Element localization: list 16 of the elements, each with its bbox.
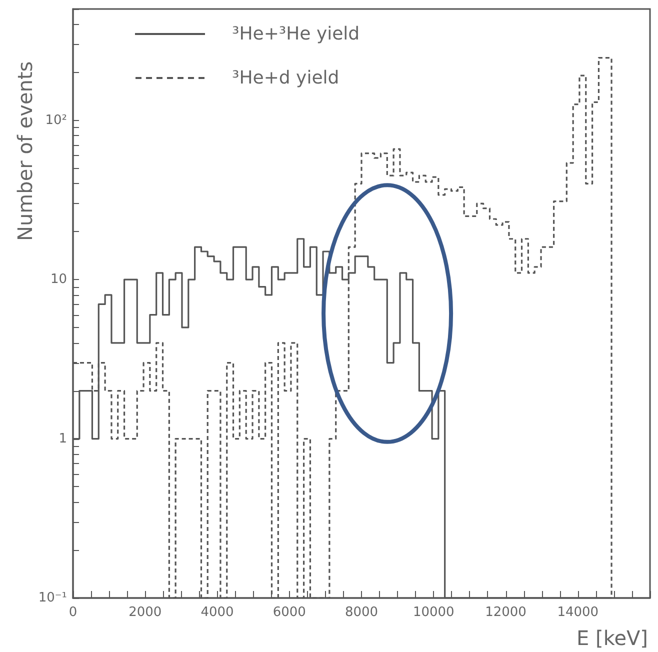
x-tick-label: 12000 [485,605,526,620]
x-tick-label: 4000 [200,605,234,620]
legend-label: ³He+³He yield [232,24,360,44]
y-tick-label: 10² [45,112,67,128]
x-tick-label: 6000 [272,605,306,620]
y-tick-label: 10⁻¹ [38,590,67,606]
y-axis-title: Number of events [13,61,37,241]
x-axis-title: E [keV] [576,626,648,650]
y-tick-label: 10 [50,272,67,288]
x-tick-label: 2000 [128,605,162,620]
x-tick-label: 0 [68,605,78,620]
x-tick-label: 14000 [557,605,599,620]
y-tick-label: 1 [58,431,67,446]
legend-label: ³He+d yield [232,68,340,88]
x-tick-label: 10000 [412,605,454,620]
x-tick-label: 8000 [344,605,378,620]
